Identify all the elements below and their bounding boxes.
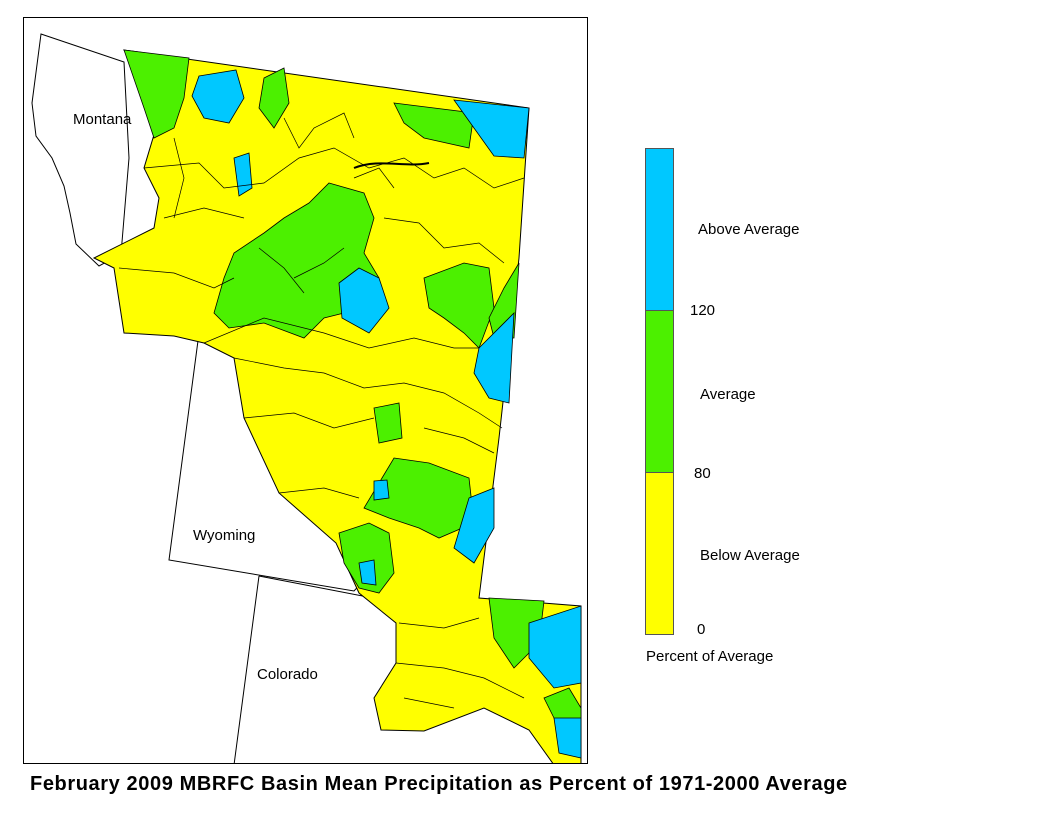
legend-break-80: 80 xyxy=(694,465,711,482)
state-label-colorado: Colorado xyxy=(257,666,318,683)
map-frame: Montana Wyoming Colorado xyxy=(23,17,588,764)
basin-map xyxy=(31,33,582,763)
map-title: February 2009 MBRFC Basin Mean Precipita… xyxy=(30,773,848,795)
legend-break-120: 120 xyxy=(690,302,716,319)
legend-swatch-below xyxy=(645,472,674,635)
legend-label-below: Below Average xyxy=(700,547,800,564)
legend-break-0: 0 xyxy=(697,621,706,638)
montana-outline xyxy=(31,33,130,267)
legend-label-above: Above Average xyxy=(698,221,800,238)
legend-swatch-above xyxy=(645,148,674,311)
basin-boundaries xyxy=(118,112,525,709)
state-label-wyoming: Wyoming xyxy=(193,527,256,544)
basin-region-below xyxy=(92,49,582,763)
legend-label-average: Average xyxy=(700,386,756,403)
state-label-montana: Montana xyxy=(73,111,132,128)
legend-title: Percent of Average xyxy=(646,648,774,665)
legend-swatch-average xyxy=(645,310,674,473)
